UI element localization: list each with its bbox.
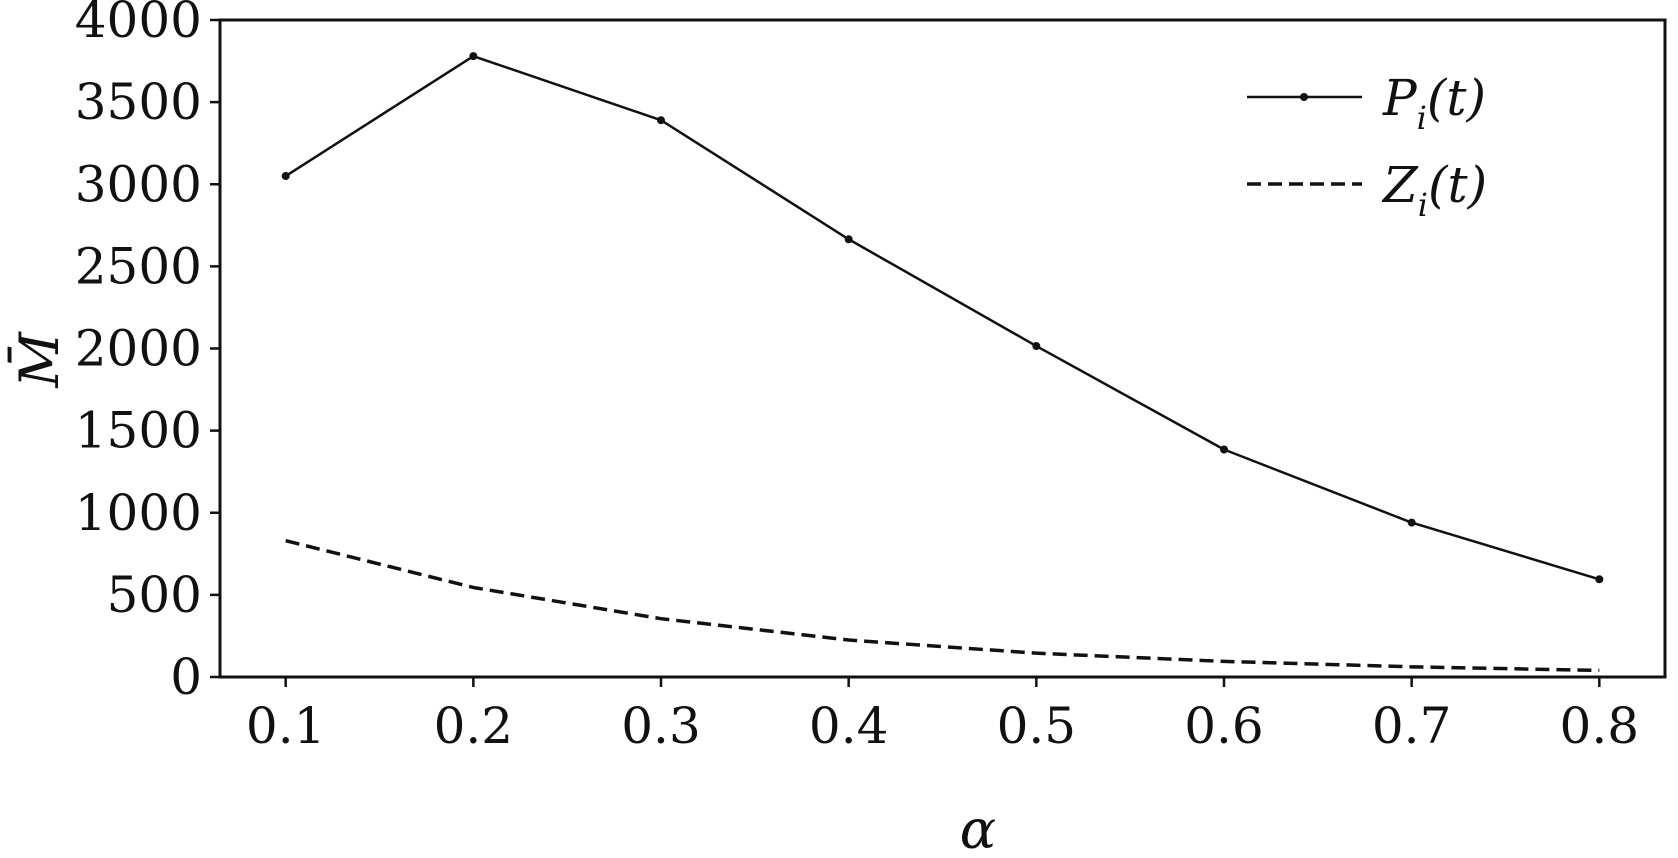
y-tick-label: 1000 <box>75 484 202 542</box>
y-tick-label: 2000 <box>75 320 202 378</box>
x-tick-label: 0.8 <box>1560 697 1640 755</box>
series-line-2 <box>285 538 1600 673</box>
series-1-point <box>1219 445 1228 454</box>
y-tick-label: 2500 <box>75 237 202 295</box>
x-tick-label: 0.3 <box>621 697 701 755</box>
series-1-point <box>657 116 666 125</box>
x-axis-title: α <box>960 798 996 858</box>
x-tick-label: 0.2 <box>434 697 514 755</box>
y-tick-label: 3000 <box>75 155 202 213</box>
y-axis-title: M̄ <box>7 331 71 389</box>
x-tick-label: 0.4 <box>809 697 889 755</box>
x-tick-label: 0.5 <box>997 697 1077 755</box>
series-1-point <box>1595 575 1604 584</box>
series-1-point <box>1032 342 1041 351</box>
legend-marker-1 <box>1300 93 1308 101</box>
series-line-1 <box>285 54 1600 581</box>
series-1-point <box>281 172 290 181</box>
series-1-point <box>469 52 478 61</box>
y-tick-label: 0 <box>170 648 202 706</box>
y-tick-label: 500 <box>107 566 202 624</box>
x-tick-label: 0.6 <box>1184 697 1264 755</box>
series-layer <box>281 52 1604 673</box>
y-tick-label: 4000 <box>75 0 202 49</box>
series-1-point <box>844 235 853 244</box>
legend-label-2: Zi(t) <box>1381 156 1487 224</box>
series-1-point <box>1407 518 1416 527</box>
x-axis-ticks: 0.1 0.2 0.3 0.4 0.5 0.6 0.7 0.8 <box>246 677 1639 755</box>
x-tick-label: 0.1 <box>246 697 326 755</box>
y-tick-label: 1500 <box>75 402 202 460</box>
legend: Pi(t) Zi(t) <box>1247 69 1487 224</box>
y-axis-ticks: 0 500 1000 1500 2000 2500 3000 3500 4000 <box>75 0 220 706</box>
x-tick-label: 0.7 <box>1372 697 1452 755</box>
legend-label-1: Pi(t) <box>1382 69 1486 137</box>
y-tick-label: 3500 <box>75 73 202 131</box>
